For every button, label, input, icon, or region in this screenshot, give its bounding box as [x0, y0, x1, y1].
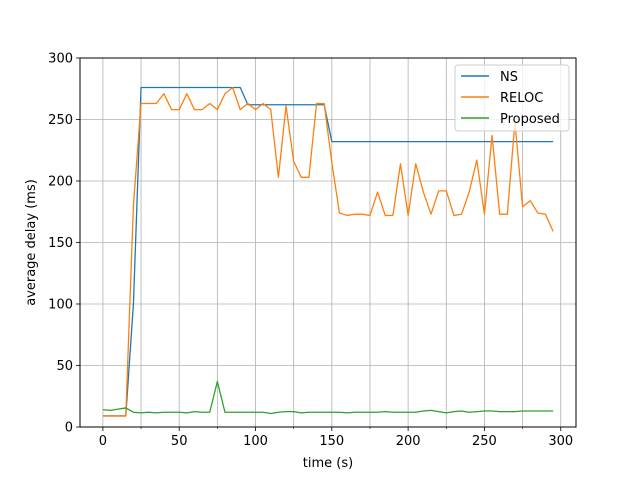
series-lines: [102, 86, 554, 417]
series-line-reloc: [102, 86, 554, 417]
x-tick-label: 100: [243, 434, 268, 449]
axis-ticks: 0 50 100 150 200 250 300 0 50 100 150 200 250 300: [48, 52, 573, 450]
x-tick-label: 50: [171, 434, 188, 449]
y-tick-label: 250: [48, 113, 73, 128]
y-axis-label: average delay (ms): [24, 179, 39, 306]
x-tick-label: 0: [99, 434, 107, 449]
y-tick-label: 100: [48, 298, 73, 313]
x-tick-label: 150: [319, 434, 344, 449]
legend-label-ns: NS: [500, 70, 518, 85]
y-tick-label: 50: [56, 359, 73, 374]
x-tick-label: 250: [472, 434, 497, 449]
legend-box: [454, 64, 570, 132]
y-tick-label: 300: [48, 52, 73, 67]
y-tick-label: 0: [65, 421, 73, 436]
x-tick-label: 300: [548, 434, 573, 449]
legend-label-reloc: RELOC: [500, 91, 543, 106]
legend: NS RELOC Proposed: [454, 64, 570, 132]
series-line-proposed: [102, 380, 554, 415]
x-axis-label: time (s): [303, 456, 353, 471]
y-tick-label: 150: [48, 236, 73, 251]
y-tick-label: 200: [48, 175, 73, 190]
legend-label-proposed: Proposed: [500, 112, 560, 127]
series-line-ns: [102, 86, 554, 417]
x-tick-label: 200: [396, 434, 421, 449]
